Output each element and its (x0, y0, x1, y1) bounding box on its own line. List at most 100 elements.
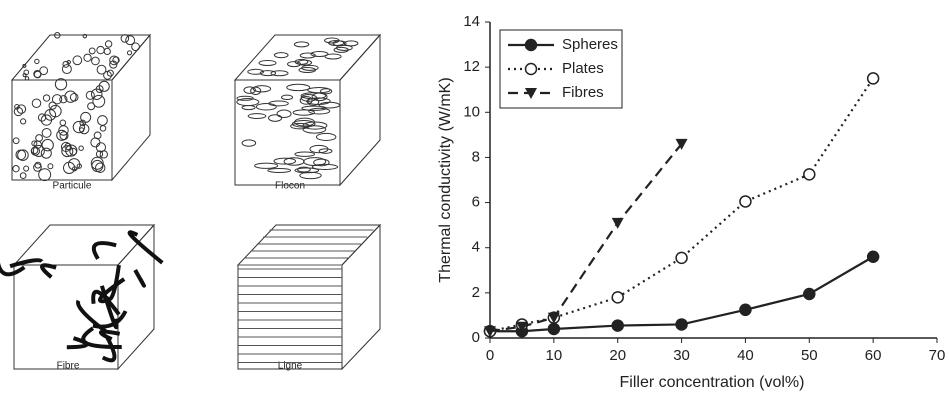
particle (95, 150, 104, 158)
flake (307, 86, 331, 94)
flake (318, 101, 341, 109)
flake (267, 167, 292, 173)
legend-label: Plates (562, 60, 604, 77)
marker (484, 326, 496, 338)
particle (103, 47, 111, 56)
flake (308, 107, 331, 115)
x-axis-label: Filler concentration (vol%) (620, 374, 805, 391)
particle (90, 88, 103, 100)
particle (87, 102, 96, 111)
flake (243, 86, 256, 94)
flake (247, 68, 265, 75)
particle (82, 33, 88, 39)
flake (241, 139, 257, 147)
cube-side (117, 223, 155, 371)
y-tick-label: 10 (463, 103, 480, 120)
cube-front (11, 79, 113, 181)
flake (236, 98, 260, 107)
flake (299, 52, 316, 59)
particle (40, 114, 53, 126)
particle (61, 64, 72, 75)
fibre (127, 230, 164, 265)
flake (283, 157, 305, 166)
flake (318, 148, 333, 154)
particle (31, 98, 42, 108)
panel-label: Particule (53, 181, 92, 192)
particle (106, 69, 114, 77)
particle (109, 55, 119, 66)
flake (280, 94, 294, 100)
flake (320, 88, 333, 95)
particle (64, 90, 77, 103)
particle (12, 165, 20, 173)
particle (54, 78, 68, 91)
flake (299, 171, 322, 180)
flake (310, 50, 329, 57)
flake (294, 58, 309, 65)
marker (675, 318, 688, 331)
flake (298, 67, 317, 74)
flake (315, 132, 337, 142)
particle (94, 162, 106, 173)
particle (35, 134, 44, 142)
y-tick-label: 4 (472, 239, 480, 256)
flake (297, 59, 313, 66)
flake (306, 97, 331, 105)
flake (299, 95, 313, 105)
particle (59, 95, 68, 104)
particle (33, 70, 42, 79)
flake (252, 85, 272, 93)
marker (675, 251, 688, 265)
fibre (40, 263, 57, 279)
particle (126, 50, 133, 56)
particle (90, 137, 101, 148)
y-tick-label: 0 (472, 329, 480, 346)
particle (91, 56, 100, 66)
fibre (81, 326, 122, 350)
flake (255, 102, 277, 111)
fibre (9, 258, 44, 269)
flake (247, 113, 267, 120)
cube (10, 32, 152, 182)
particle (69, 92, 79, 102)
flake (236, 95, 254, 101)
particle (17, 149, 29, 161)
particle (12, 137, 20, 145)
cube-side (339, 33, 381, 187)
flake (302, 125, 327, 134)
particle (48, 101, 57, 110)
particle (79, 127, 85, 133)
particle (92, 94, 106, 108)
particle (42, 94, 51, 102)
particle (34, 161, 42, 169)
y-tick-label: 14 (463, 13, 480, 30)
flake (309, 144, 329, 154)
particle (23, 165, 30, 172)
flake (297, 166, 311, 173)
particle (98, 80, 110, 92)
panel-label: Flocon (275, 181, 305, 192)
flake (313, 158, 330, 167)
series-line (489, 77, 875, 333)
marker (611, 217, 624, 229)
flake (273, 52, 289, 59)
flake (268, 100, 289, 107)
x-tick-label: 30 (673, 347, 690, 364)
cube-front (237, 264, 343, 370)
particle (80, 111, 92, 123)
marker (525, 88, 537, 99)
y-tick-label: 2 (472, 284, 480, 301)
fibre (91, 289, 121, 316)
particle (24, 76, 30, 81)
particle (13, 106, 24, 117)
x-tick-label: 60 (865, 347, 882, 364)
cube-top (236, 224, 382, 266)
marker (611, 319, 624, 332)
marker (547, 312, 560, 324)
particle (41, 127, 52, 138)
marker (547, 322, 561, 336)
flake (270, 70, 289, 77)
legend-label: Spheres (562, 36, 618, 53)
flake (294, 151, 315, 157)
